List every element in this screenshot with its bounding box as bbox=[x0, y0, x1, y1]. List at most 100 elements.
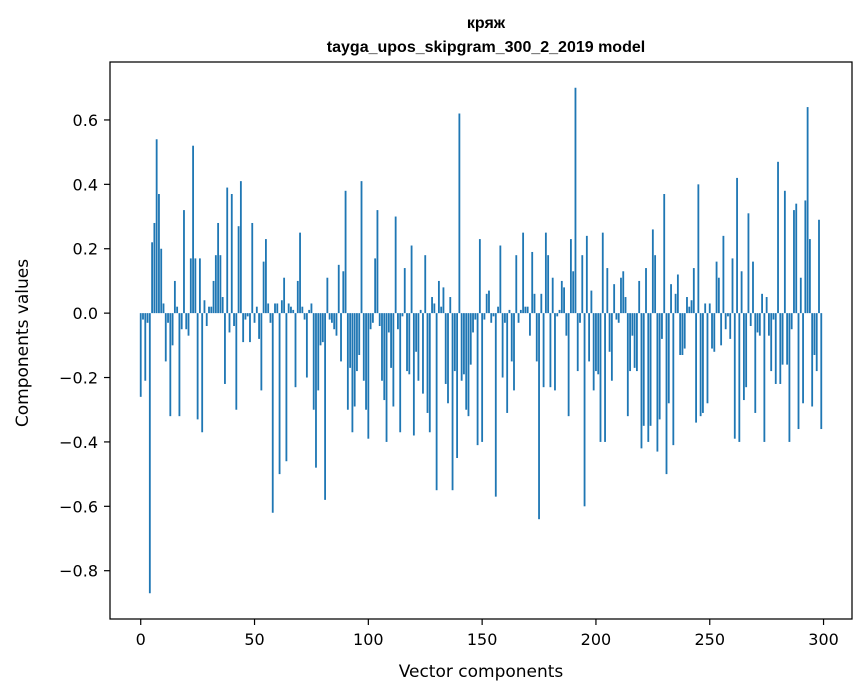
bar-component-68 bbox=[294, 313, 297, 388]
bar-component-35 bbox=[219, 255, 222, 314]
bar-component-154 bbox=[490, 313, 493, 323]
bar-component-121 bbox=[415, 313, 418, 352]
bar-component-289 bbox=[797, 313, 800, 430]
bar-component-198 bbox=[590, 290, 593, 314]
bar-component-116 bbox=[403, 268, 406, 314]
bar-component-233 bbox=[670, 284, 672, 314]
y-axis-label: Components values bbox=[13, 259, 33, 427]
bar-component-157 bbox=[497, 306, 499, 314]
bar-component-177 bbox=[542, 313, 545, 388]
bar-component-93 bbox=[351, 313, 354, 433]
bar-component-120 bbox=[412, 313, 415, 436]
y-tick-label: 0.2 bbox=[73, 240, 98, 259]
bar-component-42 bbox=[235, 313, 238, 410]
chart-subtitle: tayga_upos_skipgram_300_2_2019 model bbox=[327, 39, 645, 56]
bar-component-251 bbox=[711, 313, 713, 349]
bar-component-136 bbox=[449, 297, 452, 314]
y-tick-label: 0.6 bbox=[73, 111, 98, 130]
bar-component-278 bbox=[772, 313, 775, 320]
bar-component-58 bbox=[271, 313, 274, 513]
bar-component-115 bbox=[401, 313, 404, 317]
bar-component-32 bbox=[212, 280, 215, 314]
bar-component-142 bbox=[463, 313, 465, 375]
bar-component-39 bbox=[228, 313, 231, 333]
bar-component-112 bbox=[394, 216, 397, 314]
bar-component-4 bbox=[148, 313, 151, 594]
bar-component-55 bbox=[265, 239, 267, 314]
bar-component-17 bbox=[178, 313, 181, 417]
bar-component-255 bbox=[720, 313, 723, 346]
bar-component-95 bbox=[356, 313, 358, 372]
bar-component-225 bbox=[651, 229, 654, 314]
bar-component-296 bbox=[813, 313, 816, 355]
bar-component-281 bbox=[779, 313, 782, 384]
bar-component-220 bbox=[640, 313, 643, 449]
bar-component-285 bbox=[788, 313, 791, 442]
bar-component-299 bbox=[820, 313, 823, 430]
bar-component-82 bbox=[326, 277, 329, 314]
bar-component-2 bbox=[144, 313, 147, 381]
bar-component-230 bbox=[663, 194, 666, 314]
bar-component-28 bbox=[203, 300, 206, 314]
bar-component-131 bbox=[437, 280, 440, 314]
bar-component-214 bbox=[626, 313, 629, 417]
bar-component-197 bbox=[588, 313, 591, 362]
bar-component-288 bbox=[795, 203, 798, 314]
bar-component-137 bbox=[451, 313, 454, 491]
bar-component-282 bbox=[781, 313, 784, 365]
bar-component-7 bbox=[155, 139, 158, 314]
bar-component-170 bbox=[526, 306, 529, 314]
bar-component-50 bbox=[253, 313, 256, 323]
bar-component-191 bbox=[574, 87, 577, 314]
bar-component-254 bbox=[717, 277, 720, 314]
bar-component-222 bbox=[645, 268, 647, 314]
bar-component-138 bbox=[453, 313, 456, 372]
bar-component-228 bbox=[658, 313, 661, 420]
bar-component-236 bbox=[676, 274, 679, 314]
bar-component-18 bbox=[180, 313, 183, 330]
bar-component-91 bbox=[346, 313, 349, 410]
bar-component-134 bbox=[444, 313, 447, 384]
bar-component-0 bbox=[139, 313, 142, 397]
bar-component-202 bbox=[599, 313, 602, 442]
bar-component-266 bbox=[745, 313, 748, 388]
bar-component-216 bbox=[631, 313, 634, 336]
bar-component-286 bbox=[790, 313, 793, 330]
bar-component-109 bbox=[387, 313, 390, 333]
bar-component-256 bbox=[722, 235, 725, 314]
bar-component-60 bbox=[276, 303, 279, 314]
x-tick-label: 150 bbox=[467, 630, 498, 649]
bar-component-195 bbox=[583, 313, 586, 507]
bar-component-113 bbox=[397, 313, 399, 330]
bar-component-22 bbox=[189, 258, 192, 314]
bar-component-155 bbox=[492, 313, 495, 317]
bar-component-103 bbox=[374, 258, 377, 314]
x-tick-label: 200 bbox=[581, 630, 612, 649]
bar-component-15 bbox=[173, 280, 176, 314]
bar-component-74 bbox=[308, 309, 311, 314]
bar-component-158 bbox=[499, 245, 502, 314]
bar-component-207 bbox=[610, 313, 613, 381]
y-axis-ticks: −0.8 −0.6 −0.4 −0.2 0.0 0.2 0.4 0.6 bbox=[59, 111, 110, 581]
bar-component-196 bbox=[585, 235, 588, 314]
bar-component-224 bbox=[649, 313, 652, 426]
bar-component-24 bbox=[194, 258, 197, 314]
bar-component-67 bbox=[292, 309, 295, 314]
bar-component-123 bbox=[419, 309, 422, 314]
bar-component-13 bbox=[169, 313, 172, 417]
bar-component-272 bbox=[758, 313, 761, 336]
bar-component-59 bbox=[274, 303, 276, 314]
bar-component-253 bbox=[715, 261, 718, 314]
bar-component-130 bbox=[435, 313, 438, 491]
bar-component-19 bbox=[183, 210, 185, 314]
bar-component-234 bbox=[672, 313, 675, 446]
bar-component-80 bbox=[321, 313, 324, 343]
bar-component-100 bbox=[367, 313, 370, 439]
bar-component-279 bbox=[774, 313, 777, 384]
bar-component-246 bbox=[699, 313, 702, 417]
bar-component-37 bbox=[224, 313, 226, 384]
bar-component-114 bbox=[399, 313, 402, 433]
bar-component-163 bbox=[510, 313, 513, 362]
bar-component-72 bbox=[303, 313, 306, 320]
